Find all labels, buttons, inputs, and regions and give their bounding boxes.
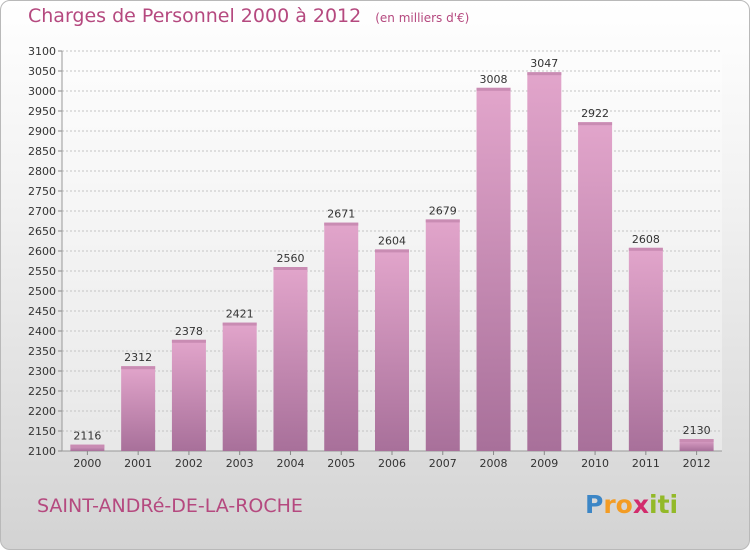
x-tick-label: 2006 (378, 457, 406, 470)
y-tick-label: 2200 (28, 405, 56, 418)
logo-letter: r (603, 490, 616, 519)
bar-top (375, 249, 409, 253)
logo-letter: i (669, 490, 679, 519)
y-tick-label: 2600 (28, 245, 56, 258)
place-name: SAINT-ANDRé-DE-LA-ROCHE (37, 495, 303, 517)
x-tick-label: 2002 (175, 457, 203, 470)
y-tick-label: 2300 (28, 365, 56, 378)
bar-top (324, 222, 359, 226)
bar-top (628, 247, 663, 251)
chart-title-text: Charges de Personnel 2000 à 2012 (28, 5, 362, 27)
bar-top (578, 122, 613, 126)
bar-top (527, 72, 562, 76)
data-label: 2608 (632, 233, 660, 246)
x-tick-label: 2010 (581, 457, 609, 470)
chart-title: Charges de Personnel 2000 à 2012 (en mill… (28, 5, 469, 27)
bar-top (121, 366, 156, 370)
bar (121, 366, 156, 451)
bar-top (70, 444, 105, 448)
data-label: 2116 (73, 430, 101, 443)
y-tick-label: 3100 (28, 45, 56, 58)
y-tick-label: 2350 (28, 345, 56, 358)
data-label: 2130 (683, 424, 711, 437)
bar (375, 249, 409, 451)
logo-letter: P (585, 490, 604, 519)
data-label: 2312 (124, 351, 152, 364)
data-label: 2671 (327, 208, 355, 221)
y-tick-label: 2900 (28, 125, 56, 138)
x-tick-label: 2001 (124, 457, 152, 470)
y-tick-label: 2250 (28, 385, 56, 398)
bar (628, 247, 663, 451)
unit-note: (en milliers d'€) (375, 11, 470, 25)
bar (273, 267, 308, 451)
data-label: 2378 (175, 325, 203, 338)
data-label: 2604 (378, 234, 406, 247)
bar-top (273, 267, 308, 270)
proxiti-logo: Proxiti (585, 490, 678, 519)
y-tick-label: 2500 (28, 285, 56, 298)
y-tick-label: 2850 (28, 145, 56, 158)
y-tick-label: 2800 (28, 165, 56, 178)
bar (476, 87, 511, 452)
logo-letter: o (615, 490, 633, 519)
data-label: 2922 (581, 107, 609, 120)
bar-top (679, 439, 714, 442)
y-tick-label: 3050 (28, 65, 56, 78)
y-tick-label: 2100 (28, 445, 56, 458)
x-tick-label: 2011 (632, 457, 660, 470)
bar-top (476, 87, 511, 91)
bar (70, 444, 105, 451)
bar (171, 339, 206, 451)
y-tick-label: 2550 (28, 265, 56, 278)
x-tick-label: 2003 (226, 457, 254, 470)
y-tick-label: 3000 (28, 85, 56, 98)
data-label: 2560 (276, 252, 304, 265)
bar (425, 219, 460, 451)
y-tick-label: 2950 (28, 105, 56, 118)
logo-letter: i (649, 490, 658, 519)
y-tick-label: 2150 (28, 425, 56, 438)
y-tick-label: 2700 (28, 205, 56, 218)
x-tick-label: 2012 (683, 457, 711, 470)
bar (527, 72, 562, 451)
data-label: 2679 (429, 204, 457, 217)
y-tick-label: 2400 (28, 325, 56, 338)
bar (578, 122, 613, 451)
bar (324, 222, 359, 451)
y-tick-label: 2750 (28, 185, 56, 198)
logo-letter: t (657, 490, 670, 519)
x-tick-label: 2009 (530, 457, 558, 470)
data-label: 2421 (226, 308, 254, 321)
bar-top (171, 339, 206, 343)
bar (222, 322, 257, 451)
bar-top (222, 322, 257, 326)
data-label: 3047 (530, 57, 558, 70)
x-tick-label: 2008 (480, 457, 508, 470)
data-label: 3008 (480, 73, 508, 86)
x-tick-label: 2005 (327, 457, 355, 470)
bar-top (425, 219, 460, 223)
y-tick-label: 2450 (28, 305, 56, 318)
y-tick-label: 2650 (28, 225, 56, 238)
x-tick-label: 2004 (276, 457, 304, 470)
x-tick-label: 2007 (429, 457, 457, 470)
x-tick-label: 2000 (73, 457, 101, 470)
logo-letter: x (632, 490, 649, 519)
